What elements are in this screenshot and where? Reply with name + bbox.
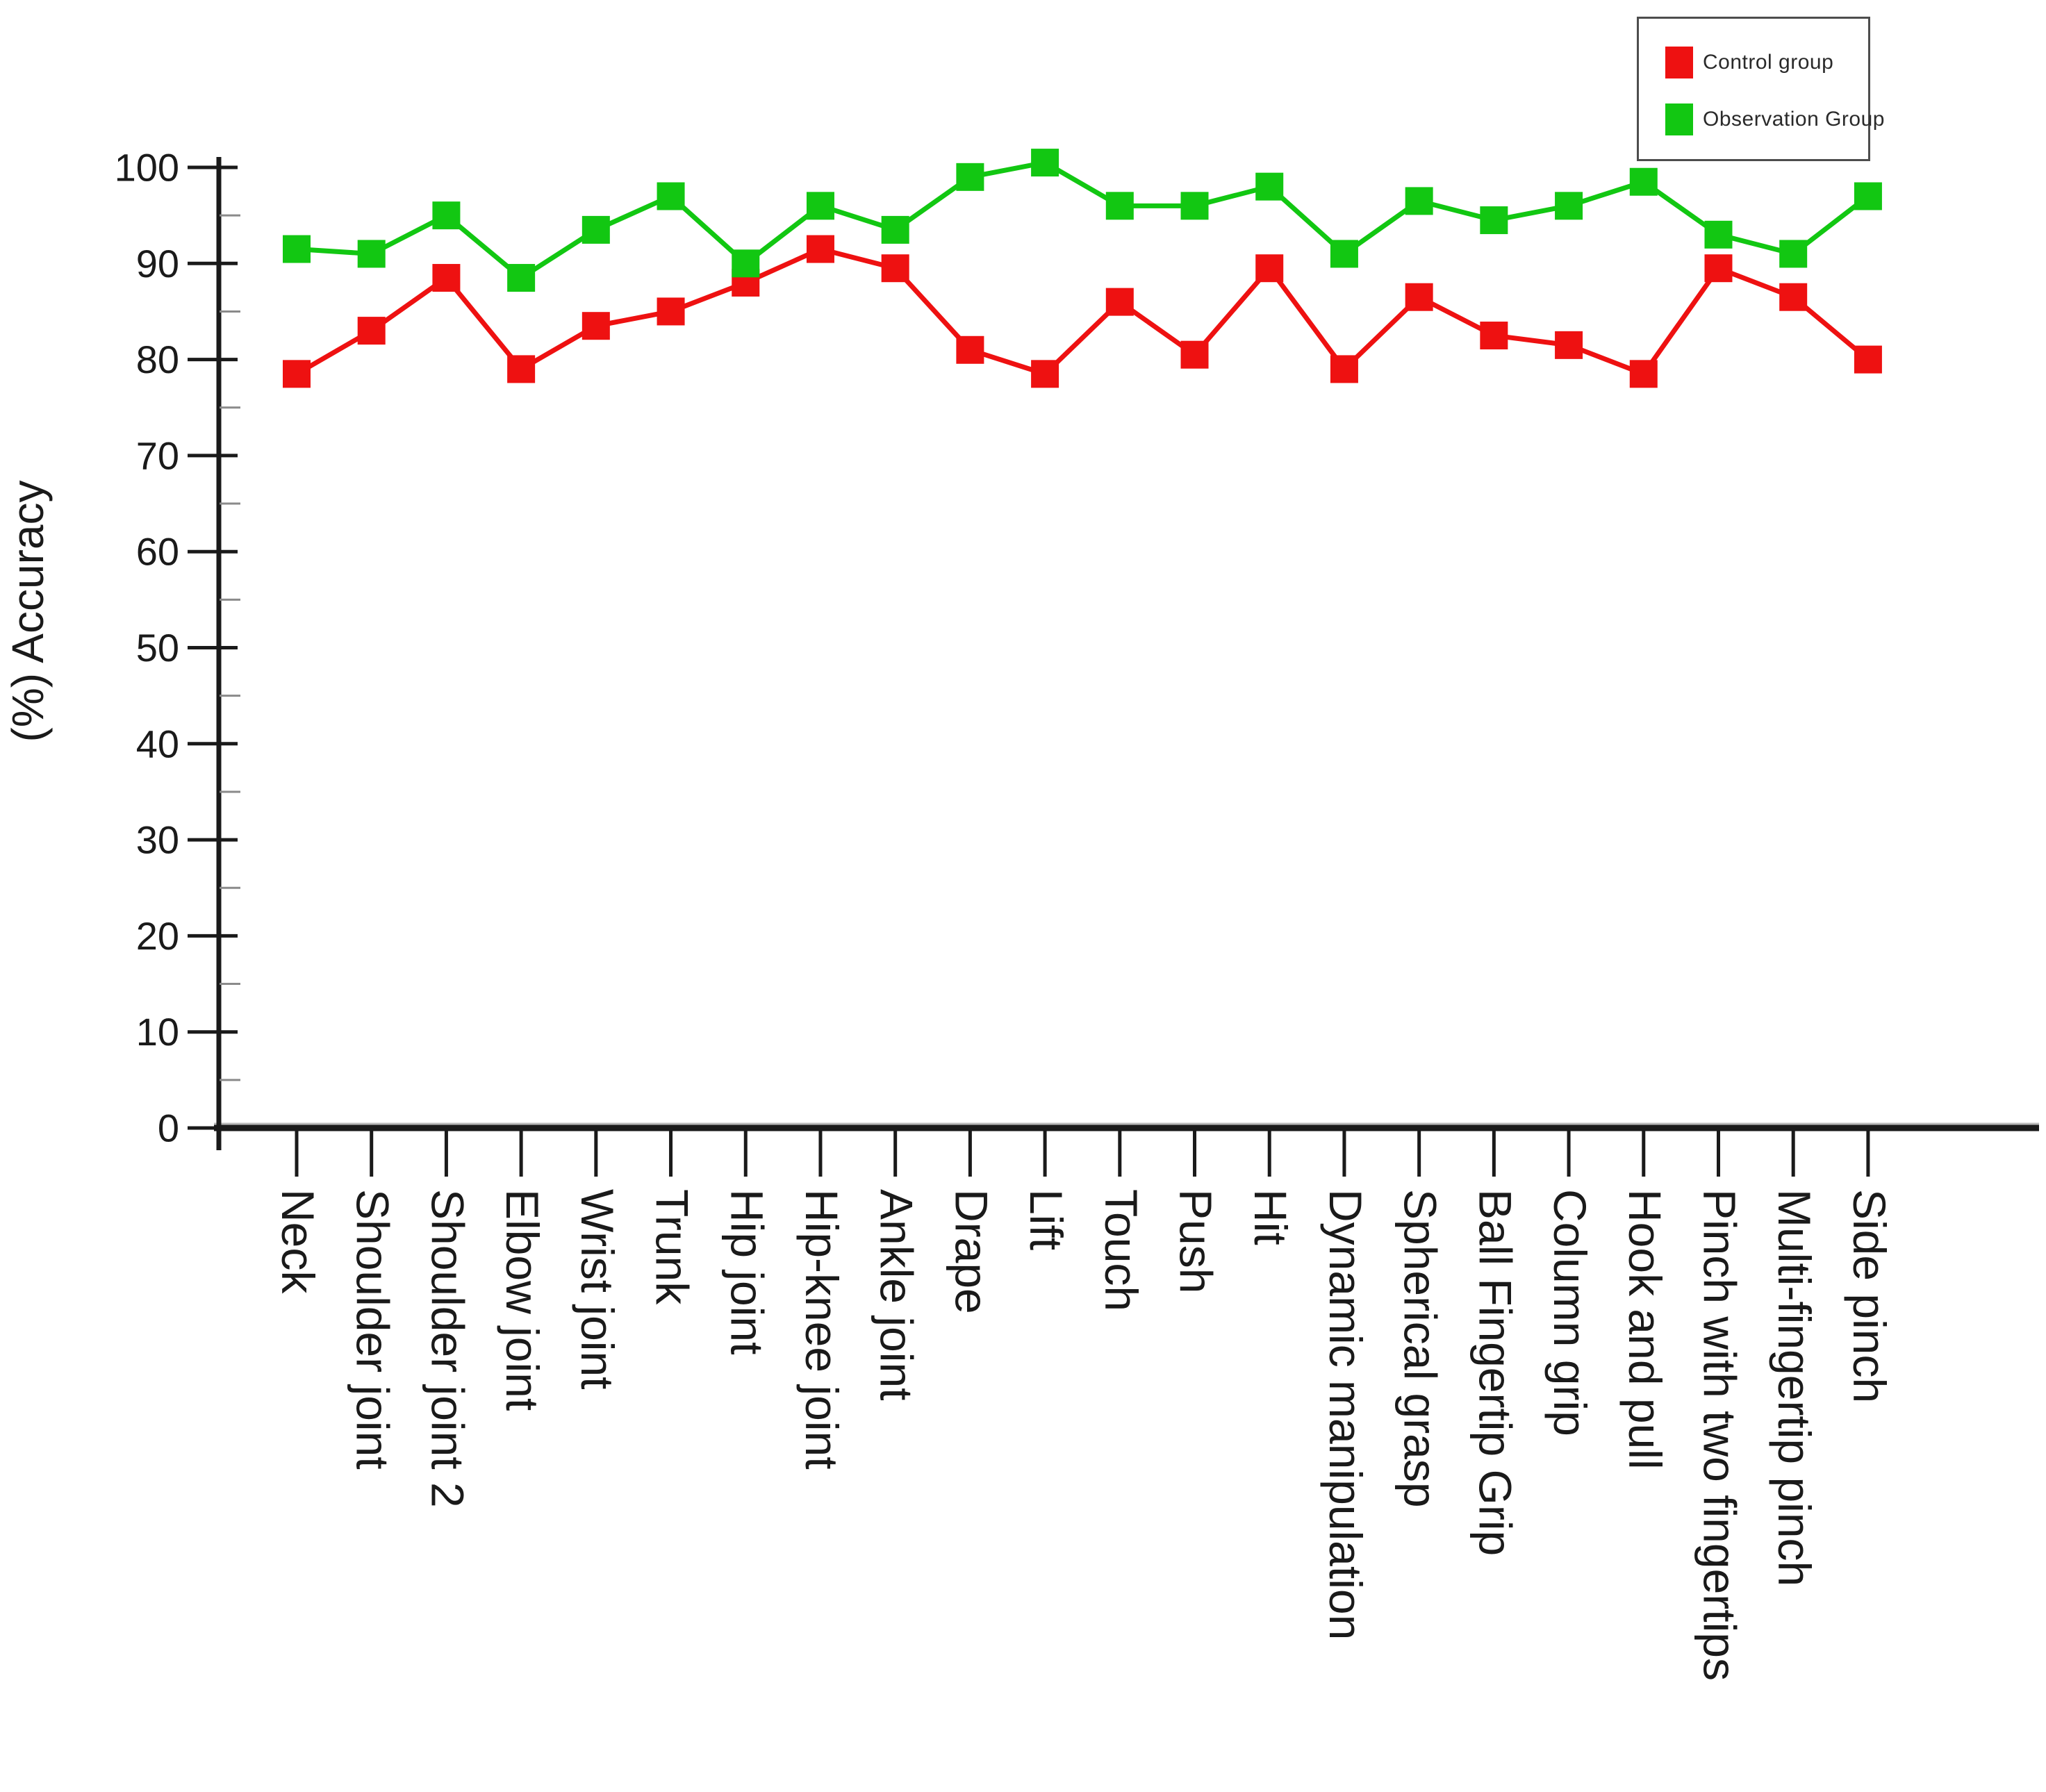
marker-control-group-3: [507, 355, 536, 383]
x-category-label: Hip-knee joint: [796, 1189, 848, 1470]
y-tick-label: 20: [136, 914, 179, 958]
marker-observation-group-6: [732, 249, 760, 278]
x-category-label: Elbow joint: [497, 1189, 548, 1411]
marker-control-group-2: [432, 264, 461, 292]
marker-control-group-9: [956, 335, 984, 364]
x-category-label: Pinch with two fingertips: [1694, 1189, 1745, 1681]
labels-layer: 0 10 20 30 40 50 60 70 80 90 100 Neck Shoulder joint…: [115, 146, 1895, 1682]
x-category-label: Spherical grasp: [1395, 1189, 1446, 1508]
marker-control-group-1: [357, 317, 386, 345]
series-layer: [283, 149, 1882, 388]
x-category-label: Shoulder joint: [347, 1189, 399, 1470]
x-category-label: Trunk: [647, 1189, 698, 1305]
y-axis-title: (%) Accuracy: [3, 481, 53, 742]
series-line-observation-group: [296, 160, 1870, 281]
x-category-label: Ankle joint: [871, 1189, 923, 1401]
marker-observation-group-5: [657, 182, 685, 210]
marker-control-group-17: [1555, 331, 1583, 359]
x-category-label: Touch: [1096, 1189, 1147, 1311]
legend-swatch-observation-group: [1665, 103, 1693, 135]
marker-control-group-12: [1180, 340, 1209, 369]
marker-control-group-8: [881, 254, 909, 283]
marker-observation-group-12: [1180, 192, 1209, 220]
x-category-label: Drape: [946, 1189, 997, 1314]
x-category-label: Neck: [272, 1189, 324, 1294]
axes-layer: [188, 157, 2039, 1177]
x-category-label: Lift: [1021, 1189, 1072, 1250]
y-tick-label: 0: [158, 1106, 179, 1150]
marker-control-group-13: [1255, 254, 1284, 283]
marker-control-group-19: [1704, 254, 1733, 283]
marker-observation-group-9: [956, 163, 984, 191]
x-category-label: Hook and pull: [1619, 1189, 1671, 1470]
marker-observation-group-0: [283, 235, 311, 263]
marker-observation-group-4: [581, 215, 610, 244]
marker-control-group-21: [1854, 345, 1882, 374]
marker-observation-group-13: [1255, 172, 1284, 201]
x-category-label: Column grip: [1544, 1189, 1596, 1436]
marker-observation-group-21: [1854, 182, 1882, 210]
legend-swatch-control-group: [1665, 47, 1693, 78]
marker-observation-group-17: [1555, 192, 1583, 220]
marker-observation-group-11: [1105, 192, 1134, 220]
marker-control-group-20: [1779, 283, 1808, 311]
x-category-label: Side pinch: [1844, 1189, 1895, 1403]
marker-observation-group-19: [1704, 220, 1733, 249]
legend: Control group Observation Group: [1637, 17, 1884, 161]
marker-observation-group-2: [432, 201, 461, 230]
x-category-label: Hit: [1245, 1189, 1296, 1245]
marker-control-group-18: [1629, 360, 1658, 388]
marker-control-group-10: [1031, 360, 1059, 388]
x-category-label: Shoulder joint 2: [422, 1189, 473, 1508]
marker-control-group-7: [806, 235, 834, 263]
series-line-control-group: [295, 246, 1870, 377]
y-tick-label: 30: [136, 818, 179, 862]
x-category-label: Push: [1171, 1189, 1222, 1293]
marker-observation-group-14: [1330, 240, 1358, 268]
marker-control-group-0: [283, 360, 311, 388]
marker-control-group-15: [1405, 283, 1433, 311]
marker-observation-group-7: [806, 192, 834, 220]
marker-control-group-11: [1105, 288, 1134, 316]
marker-observation-group-18: [1629, 167, 1658, 196]
y-tick-label: 90: [136, 242, 179, 285]
y-tick-label: 40: [136, 722, 179, 765]
y-tick-label: 50: [136, 626, 179, 670]
marker-control-group-14: [1330, 355, 1358, 383]
marker-observation-group-8: [881, 215, 909, 244]
y-tick-label: 10: [136, 1010, 179, 1054]
marker-observation-group-3: [507, 264, 536, 292]
y-tick-label: 70: [136, 433, 179, 477]
marker-control-group-4: [581, 312, 610, 340]
legend-label-control-group: Control group: [1703, 51, 1834, 74]
x-category-label: Hip joint: [721, 1189, 773, 1354]
marker-observation-group-15: [1405, 187, 1433, 215]
legend-item-observation-group: Observation Group: [1665, 103, 1885, 135]
y-tick-label: 80: [136, 338, 179, 381]
x-category-label: Multi-fingertip pinch: [1769, 1189, 1820, 1586]
legend-item-control-group: Control group: [1665, 47, 1833, 78]
legend-label-observation-group: Observation Group: [1703, 108, 1885, 131]
marker-control-group-5: [657, 297, 685, 326]
x-category-label: Dynamic manipulation: [1320, 1189, 1371, 1640]
marker-observation-group-1: [357, 240, 386, 268]
marker-observation-group-16: [1480, 206, 1508, 235]
marker-control-group-16: [1480, 322, 1508, 350]
x-category-label: Ball Fingertip Grip: [1469, 1189, 1521, 1556]
marker-observation-group-20: [1779, 240, 1808, 268]
marker-observation-group-10: [1031, 149, 1059, 177]
y-tick-label: 60: [136, 530, 179, 574]
x-category-label: Wrist joint: [572, 1189, 623, 1390]
y-tick-label: 100: [115, 146, 179, 190]
